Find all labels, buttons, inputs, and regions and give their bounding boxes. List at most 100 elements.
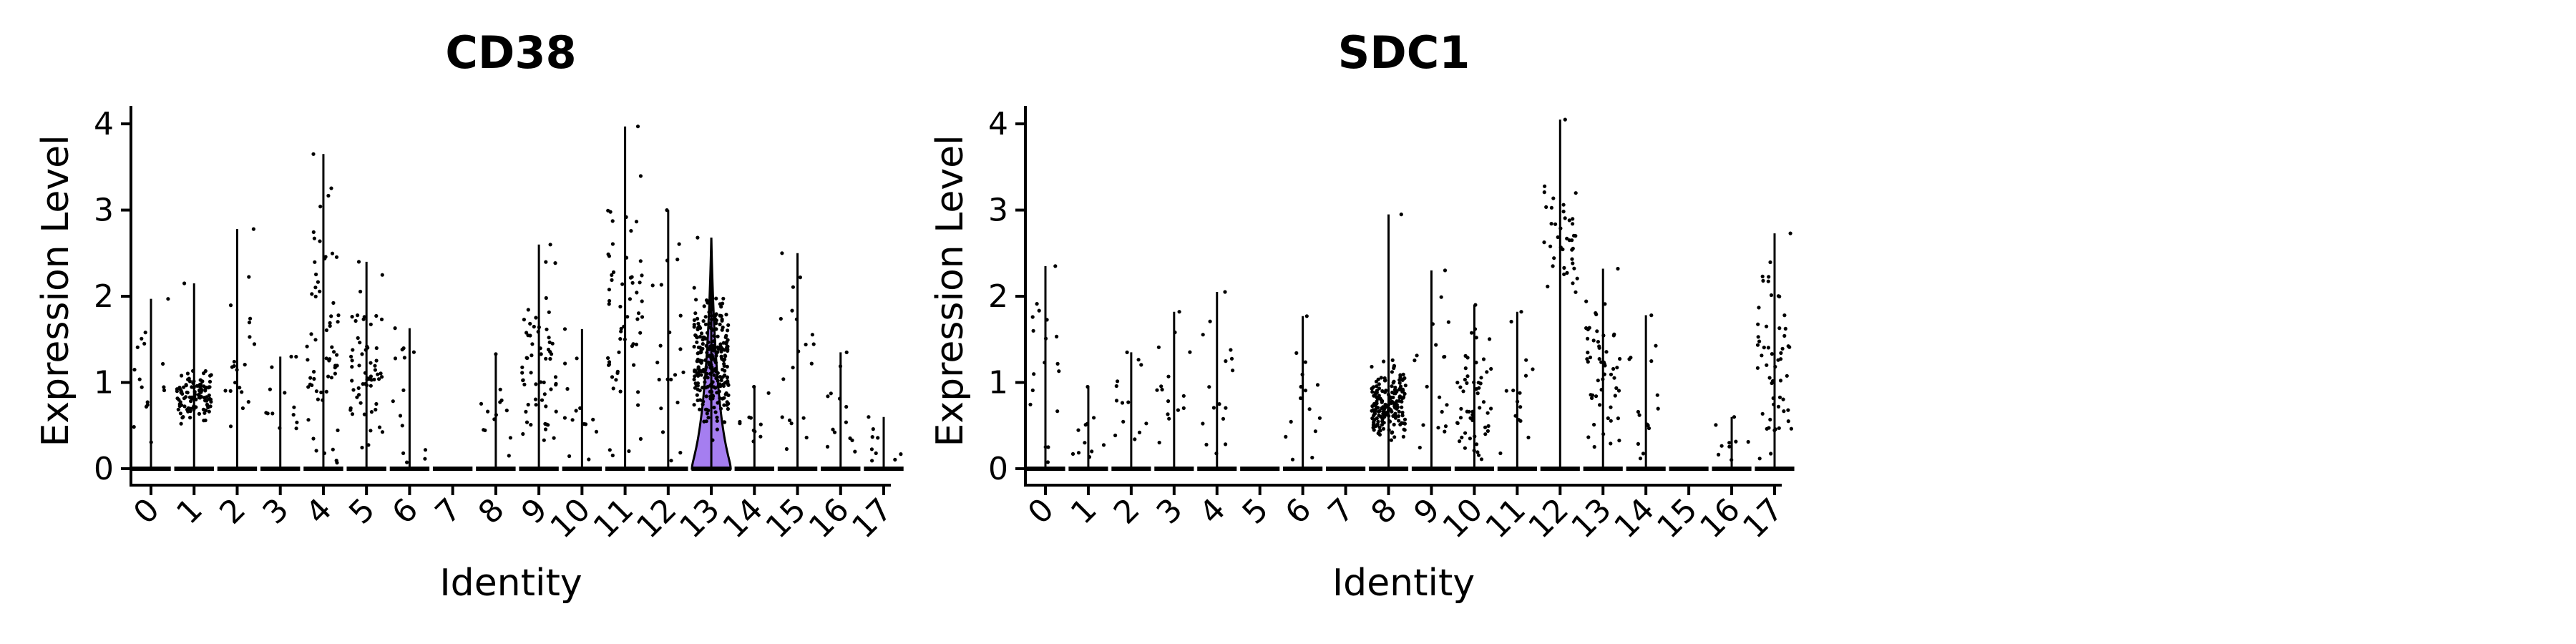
cell-point [544,356,548,361]
cell-point [534,382,538,386]
cell-point [188,409,192,414]
cell-point [350,379,354,383]
cell-point [1772,402,1776,406]
cell-point [184,383,188,387]
cell-point [695,393,699,397]
cell-point [751,439,756,444]
cell-point [709,356,713,360]
cell-point [181,415,185,419]
cell-point [1092,416,1096,420]
cell-point [161,361,165,366]
cell-point [1549,205,1553,210]
cell-point [350,412,355,416]
cell-point [635,317,640,321]
cell-point [1160,387,1164,392]
cell-point [804,342,808,347]
cell-point [721,325,725,330]
cell-point [1224,359,1228,364]
cell-point [723,420,727,424]
cell-point [326,374,331,379]
cell-point [1397,414,1401,419]
cell-point [310,292,314,296]
cell-point [832,430,837,434]
cell-point [698,335,703,339]
cell-point [575,356,579,361]
cell-point [1563,216,1567,220]
cell-point [1516,399,1520,404]
cell-point [716,379,720,383]
cell-point [311,436,316,441]
cell-point [809,361,814,366]
cell-point [791,285,795,289]
cell-point [696,345,701,350]
cell-point [1303,389,1308,393]
cell-point [1526,435,1531,440]
cell-point [369,384,373,388]
x-axis-label: Identity [1332,562,1475,605]
cell-point [499,398,504,403]
cell-point [358,289,363,294]
cell-point [542,380,546,385]
cell-point [349,354,353,358]
cell-point [1397,381,1402,385]
cell-point [324,389,328,394]
cell-point [844,404,849,409]
cell-point [1436,426,1440,430]
cell-point [530,353,534,358]
cell-point [790,308,794,313]
cell-point [306,385,311,389]
cell-point [331,301,336,305]
cell-point [619,326,623,331]
cell-point [1618,356,1622,361]
y-tick-label: 0 [988,451,1008,487]
cell-point [708,325,712,329]
cell-point [709,308,714,312]
cell-point [726,323,731,327]
cell-point [192,395,197,399]
cell-point [704,407,709,411]
cell-point [703,358,708,362]
cell-point [1481,357,1486,361]
cell-point [1562,272,1566,276]
cell-point [1458,439,1462,444]
cell-point [1638,457,1643,461]
cell-point [1571,246,1575,250]
cell-point [870,435,874,439]
cell-point [1372,428,1376,432]
cell-point [479,401,484,406]
cell-point [1511,389,1516,393]
cell-point [844,420,848,424]
cell-point [1397,409,1401,414]
cell-point [1783,326,1787,331]
cell-point [711,394,716,399]
cell-point [618,389,623,394]
cell-point [1229,348,1233,352]
cell-point [1224,406,1228,410]
cell-point [533,397,538,401]
cell-point [874,451,878,456]
cell-point [554,409,558,414]
cell-point [848,436,852,441]
cell-point [1788,231,1792,235]
cell-point [715,391,719,395]
cell-point [567,454,572,459]
cell-point [1231,369,1235,373]
cell-point [1204,442,1209,447]
cell-point [1611,366,1616,371]
cell-point [1734,439,1738,444]
cell-point [355,395,359,399]
cell-point [175,396,180,401]
cell-point [1489,406,1493,411]
cell-point [1392,412,1397,417]
cell-point [655,361,660,365]
cell-point [294,426,298,431]
cell-point [329,186,333,190]
cell-point [335,461,339,465]
cell-point [357,364,361,368]
cell-point [536,330,540,334]
cell-point [185,391,190,395]
cell-point [712,345,716,350]
cell-point [787,418,792,423]
cell-point [233,381,238,385]
cell-point [1777,395,1782,399]
